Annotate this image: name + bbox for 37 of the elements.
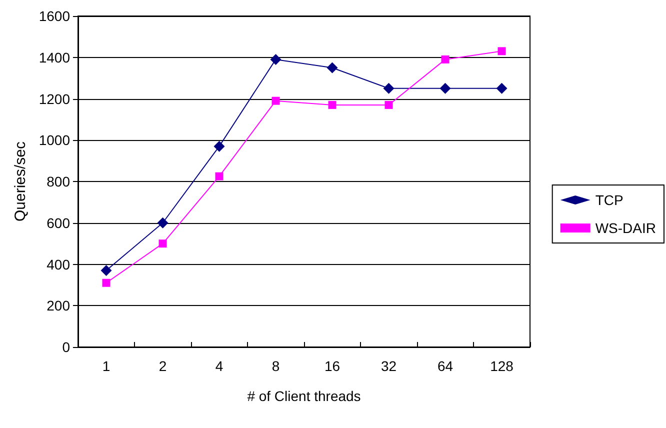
y-tick-label: 800 [46,174,70,190]
point [102,278,110,287]
point [328,100,336,109]
y-tick-label: 1400 [38,49,70,66]
point [158,240,167,248]
point [214,140,225,152]
y-axis-title: Queries/sec [12,140,29,222]
x-tick-label: 1 [102,358,110,374]
point [441,55,450,64]
x-tick-label: 64 [437,358,454,374]
legend-label: TCP [595,192,624,208]
point [498,47,506,56]
point [100,264,112,276]
point [326,62,338,74]
point [496,82,508,94]
point [157,217,168,228]
legend-label: WS-DAIR [595,220,656,236]
point [272,96,280,105]
point [215,172,224,180]
x-tick-label: 32 [380,358,397,374]
x-tick-label: 2 [158,358,167,374]
x-tick-label: 4 [215,358,224,374]
x-tick-label: 128 [490,358,514,374]
point [384,100,393,109]
y-tick-label: 400 [46,256,70,272]
point [383,82,394,94]
y-tick-label: 1200 [38,90,70,107]
x-tick-label: 8 [272,358,280,374]
x-tick-label: 16 [324,358,340,374]
y-tick-label: 200 [46,298,70,314]
point [440,82,451,94]
y-tick-label: 1000 [38,132,70,148]
x-axis-title: # of Client threads [247,388,361,404]
y-tick-label: 600 [46,214,70,231]
y-tick-label: 1600 [38,8,70,24]
y-tick-label: 0 [62,339,70,355]
point [270,54,282,65]
